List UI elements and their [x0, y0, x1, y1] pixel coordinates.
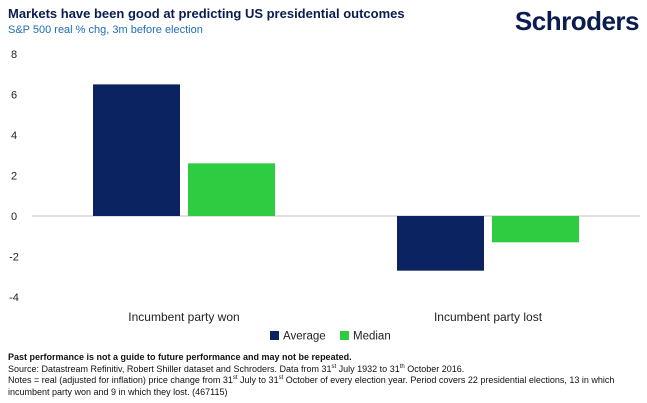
y-tick-label: 2: [11, 171, 17, 183]
y-tick-label: 6: [11, 90, 17, 102]
bar-average-won: [93, 84, 180, 216]
legend-label-average: Average: [283, 331, 326, 343]
y-tick-label: -4: [9, 292, 19, 304]
footnotes: Past performance is not a guide to futur…: [8, 352, 640, 398]
bar-median-won: [188, 163, 275, 216]
x-category-label: Incumbent party won: [128, 310, 239, 324]
y-tick-label: 8: [11, 49, 17, 61]
source-note: Source: Datastream Refinitiv, Robert Shi…: [8, 363, 465, 374]
bar-average-lost: [397, 216, 484, 271]
x-category-label: Incumbent party lost: [434, 310, 543, 324]
schroders-logo: Schroders: [514, 6, 640, 36]
method-note: Notes = real (adjusted for inflation) pr…: [8, 375, 615, 397]
y-tick-label: 0: [11, 211, 17, 223]
legend-swatch-median: [340, 331, 349, 340]
legend-swatch-average: [270, 331, 279, 340]
bar-chart: 8 6 4 2 0 -2 -4 Incumbent party won Incumbent pa…: [9, 49, 640, 343]
chart-title: Markets have been good at predicting US …: [8, 6, 405, 21]
chart-subtitle: S&P 500 real % chg, 3m before election: [8, 24, 203, 36]
disclaimer: Past performance is not a guide to futur…: [8, 352, 352, 362]
legend-label-median: Median: [353, 331, 391, 343]
y-tick-label: -2: [9, 252, 19, 264]
y-tick-label: 4: [11, 130, 17, 142]
bar-median-lost: [492, 216, 579, 243]
